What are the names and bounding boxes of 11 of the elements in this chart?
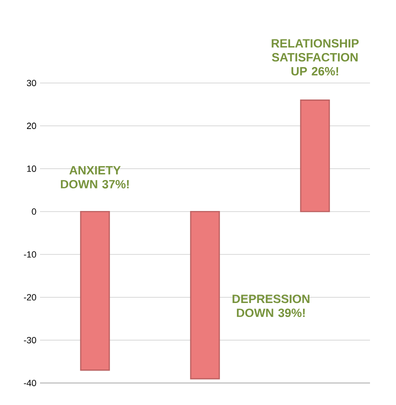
y-tick-label: -30	[24, 336, 36, 344]
y-tick-label: -20	[24, 294, 36, 300]
annotation: DEPRESSION DOWN 39%!	[232, 294, 310, 318]
y-tick-label: 20	[26, 122, 36, 130]
y-tick-label: -40	[24, 380, 36, 386]
y-tick-label: 0	[32, 208, 36, 215]
y-tick-label: -10	[24, 251, 36, 258]
y-tick-label: 30	[26, 80, 36, 86]
y-tick-label: 10	[27, 166, 36, 172]
annotation: ANXIETY DOWN 37%!	[60, 166, 129, 188]
text: RELATIONSHIP SATISFACTION UP 26%!	[272, 39, 359, 76]
